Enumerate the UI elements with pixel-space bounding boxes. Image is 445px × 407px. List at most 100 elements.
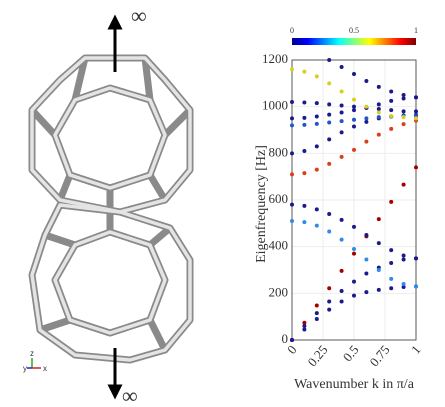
dispersion-point [340,90,344,94]
dispersion-point [377,268,381,272]
dispersion-point [340,104,344,108]
dispersion-point [327,121,331,125]
dispersion-point [414,109,418,113]
dispersion-point [364,233,368,237]
x-tick-label: 1 [408,342,424,357]
dispersion-point [340,269,344,273]
dispersion-point [389,90,393,94]
dispersion-point [315,317,319,321]
dispersion-point [414,165,418,169]
dispersion-point [290,172,294,176]
dispersion-point [327,230,331,234]
dispersion-point [315,122,319,126]
dispersion-point [364,258,368,262]
dispersion-point [352,252,356,256]
dispersion-point [352,118,356,122]
dispersion-point [340,65,344,69]
dispersion-point [364,116,368,120]
y-tick-label: 200 [269,284,289,299]
dispersion-point [377,102,381,106]
dispersion-point [402,115,406,119]
y-tick-label: 400 [269,238,289,253]
dispersion-point [302,70,306,74]
infinity-label: ∞ [131,3,147,28]
colorbar-tick-label: 0.5 [349,26,359,35]
dispersion-point [377,288,381,292]
dispersion-point [402,258,406,262]
dispersion-point [402,122,406,126]
x-axis-label: Wavenumber k in π/a [294,377,415,392]
dispersion-point [364,79,368,83]
dispersion-point [315,74,319,78]
y-tick-label: 1000 [262,98,288,113]
dispersion-point [302,204,306,208]
y-tick-label: 1200 [262,51,288,66]
dispersion-point [377,115,381,119]
dispersion-point [352,98,356,102]
dispersion-point [340,238,344,242]
dispersion-point [290,123,294,127]
dispersion-point [389,108,393,112]
dispersion-point [302,149,306,153]
dispersion-point [327,212,331,216]
y-tick-label: 600 [269,191,289,206]
dispersion-point [290,203,294,207]
colorbar-tick-label: 1 [414,26,418,35]
dispersion-point [327,81,331,85]
dispersion-point [315,144,319,148]
x-tick-label: 0.25 [304,342,330,369]
dispersion-point [302,220,306,224]
dispersion-point [352,125,356,129]
axis-triad-label: z [30,349,34,358]
infinity-label: ∞ [122,383,138,407]
dispersion-point [352,108,356,112]
dispersion-point [302,328,306,332]
dispersion-point [389,99,393,103]
figure: ∞ ∞ y z x Eigenfrequency [Hz] Wavenumber… [0,0,445,407]
dispersion-point [315,114,319,118]
dispersion-point [377,217,381,221]
dispersion-point [414,116,418,120]
dispersion-point [352,148,356,152]
dispersion-point [302,100,306,104]
dispersion-point [290,67,294,71]
dispersion-point [389,286,393,290]
dispersion-point [340,289,344,293]
dispersion-point [327,308,331,312]
dispersion-point [364,140,368,144]
lattice-illustration [27,22,190,392]
dispersion-point [377,111,381,115]
dispersion-point [389,114,393,118]
dispersion-point [340,300,344,304]
dispersion-point [352,225,356,229]
dispersion-point [327,113,331,117]
dispersion-point [290,219,294,223]
colorbar [292,38,416,45]
dispersion-point [389,277,393,281]
dispersion-point [414,256,418,260]
dispersion-point [389,248,393,252]
dispersion-point [315,168,319,172]
dispersion-point [340,119,344,123]
dispersion-point [315,224,319,228]
dispersion-point [327,58,331,62]
dispersion-point [290,100,294,104]
dispersion-point [377,241,381,245]
dispersion-point [364,105,368,109]
dispersion-point [377,133,381,137]
dispersion-point [327,102,331,106]
dispersion-point [327,300,331,304]
dispersion-point [389,200,393,204]
dispersion-point [402,282,406,286]
dispersion-point [389,127,393,131]
dispersion-point [414,284,418,288]
dispersion-point [327,137,331,141]
dispersion-point [302,116,306,120]
dispersion-point [302,123,306,127]
dispersion-point [389,261,393,265]
x-tick-label: 0.75 [366,342,392,369]
y-tick-label: 800 [269,144,289,159]
dispersion-point [315,303,319,307]
dispersion-point [340,111,344,115]
y-axis-label: Eigenfrequency [Hz] [254,145,269,263]
